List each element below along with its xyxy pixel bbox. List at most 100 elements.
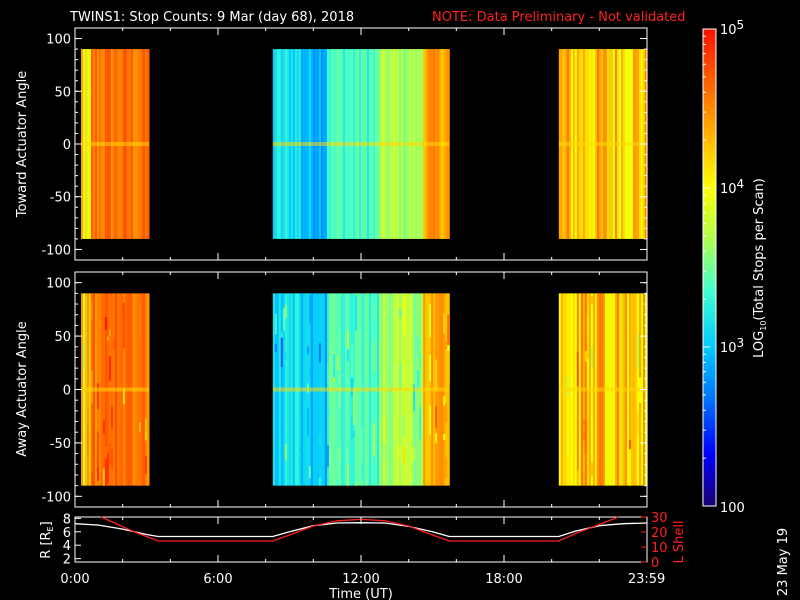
heatmap-cell: [636, 333, 640, 369]
heatmap-cell: [445, 403, 448, 423]
ytick-label: 2: [63, 553, 71, 568]
heatmap-cell: [102, 468, 106, 486]
heatmap-cell: [332, 443, 336, 463]
ytick-label: 30: [651, 511, 668, 526]
heatmap-cell: [332, 353, 336, 378]
heatmap-cell: [417, 336, 420, 357]
heatmap-cell: [447, 345, 450, 354]
heatmap-cell: [144, 418, 148, 433]
ytick-label: 0: [63, 384, 71, 399]
x-axis-label: Time (UT): [328, 587, 393, 600]
heatmap-cell: [108, 329, 112, 337]
ytick-label: 50: [54, 330, 71, 345]
ytick-label: 10: [651, 541, 668, 556]
heatmap-cell: [318, 477, 322, 486]
away-yticks: 100 50 0 -50 -100: [41, 272, 648, 507]
ytick-label: 0: [63, 138, 71, 153]
heatmap-cell: [383, 443, 386, 460]
colorbar-tick-label: 100: [720, 501, 745, 516]
heatmap-cell: [352, 389, 356, 425]
xtick-label: 0:00: [60, 572, 89, 587]
ytick-label: -100: [41, 490, 71, 505]
heatmap-cell: [429, 355, 432, 382]
heatmap-cell: [108, 355, 112, 381]
heatmap-cell: [361, 428, 364, 463]
heatmap-cell: [429, 405, 432, 435]
heatmap-cell: [586, 358, 590, 388]
preliminary-note: NOTE: Data Preliminary - Not validated: [432, 10, 686, 25]
heatmap-cell: [328, 356, 332, 392]
heatmap-cell: [399, 445, 402, 461]
heatmap-cell: [90, 370, 94, 404]
r-series-line: [74, 522, 648, 538]
heatmap-cell: [326, 445, 330, 468]
heatmap-cell: [584, 351, 588, 363]
colorbar-ticks: 105 104 103 100: [703, 18, 745, 516]
zero-angle-band: [272, 387, 450, 392]
heatmap-cell: [138, 422, 142, 433]
heatmap-cell: [435, 433, 438, 444]
away-heatmap: [80, 293, 648, 486]
heatmap-cell: [350, 377, 354, 397]
heatmap-cell: [352, 423, 356, 455]
chart-title: TWINS1: Stop Counts: 9 Mar (day 68), 201…: [69, 10, 354, 25]
heatmap-cell: [566, 422, 570, 456]
heatmap-cell: [280, 337, 284, 367]
ytick-label: 100: [46, 277, 71, 292]
heatmap-cell: [108, 443, 112, 465]
heatmap-cell: [122, 388, 126, 405]
heatmap-cell: [308, 366, 312, 379]
heatmap-cell: [138, 484, 142, 486]
orbit-right-label: L Shell: [672, 520, 687, 563]
ytick-label: 50: [54, 85, 71, 100]
heatmap-cell: [576, 351, 580, 386]
heatmap-cell: [326, 364, 330, 385]
heatmap-cell: [318, 343, 322, 363]
heatmap-cell: [435, 359, 438, 391]
heatmap-cell: [336, 336, 340, 349]
zero-angle-band: [272, 142, 450, 146]
heatmap-cell: [419, 353, 422, 369]
heatmap-cell: [112, 338, 116, 351]
heatmap-cell: [104, 317, 108, 330]
ytick-label: 4: [63, 539, 71, 554]
ytick-label: 20: [651, 526, 668, 541]
heatmap-cell: [636, 412, 640, 433]
heatmap-cell: [584, 420, 588, 455]
heatmap-cell: [403, 298, 406, 334]
orbit-left-label: R [RE]: [39, 521, 55, 558]
heatmap-cell: [582, 425, 586, 432]
heatmap-cell: [122, 302, 126, 314]
heatmap-cell: [373, 305, 376, 320]
heatmap-cell: [354, 421, 358, 442]
heatmap-cell: [144, 432, 148, 441]
heatmap-cell: [96, 466, 100, 481]
heatmap-cell: [582, 448, 586, 472]
heatmap-cell: [399, 364, 402, 390]
ytick-label: -50: [50, 191, 71, 206]
heatmap-cell: [350, 414, 354, 439]
toward-ylabel: Toward Actuator Angle: [15, 71, 30, 218]
zero-angle-band: [558, 142, 647, 146]
heatmap-cell: [336, 447, 340, 479]
heatmap-cell: [282, 366, 286, 386]
heatmap-cell: [638, 417, 642, 444]
ytick-label: 0: [651, 556, 659, 571]
heatmap-cell: [354, 483, 358, 486]
colorbar: 105 104 103 100 LOG10(Total Stops per Scan): [702, 18, 768, 516]
heatmap-cell: [443, 396, 446, 406]
heatmap-cell: [306, 407, 310, 436]
heatmap-cell: [435, 406, 438, 428]
heatmap-cell: [445, 457, 448, 478]
heatmap-cell: [86, 388, 90, 409]
heatmap-cell: [417, 369, 420, 398]
heatmap-cell: [590, 462, 594, 476]
heatmap-cell: [138, 303, 142, 338]
heatmap-cell: [403, 446, 406, 465]
heatmap-cell: [318, 435, 322, 445]
zero-angle-band: [80, 142, 149, 146]
heatmap-cell: [328, 408, 332, 416]
orbit-xticks: 0:00 6:00 12:00 18:00 23:59: [60, 517, 665, 587]
